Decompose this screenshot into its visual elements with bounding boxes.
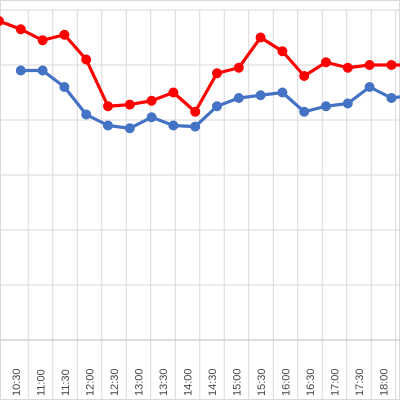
data-point-red <box>0 16 4 26</box>
x-axis-tick-labels: 10:30 11:00 11:30 12:00 12:30 13:00 13:30 14:00… <box>11 368 391 396</box>
data-point-blue <box>146 112 157 123</box>
data-point-red <box>277 46 288 57</box>
x-tick-label: 12:00 <box>85 368 97 396</box>
series-group <box>0 16 400 134</box>
data-point-blue <box>299 106 310 117</box>
x-tick-label: 10:30 <box>11 368 23 396</box>
data-point-red <box>37 35 48 46</box>
data-point-blue <box>168 120 179 131</box>
data-point-blue <box>277 87 288 98</box>
x-tick-label: 14:00 <box>183 368 195 396</box>
data-point-red <box>386 60 397 70</box>
data-point-red <box>321 57 331 68</box>
data-point-red <box>342 62 353 73</box>
data-point-red <box>146 95 157 106</box>
x-tick-label: 14:30 <box>207 368 219 396</box>
data-point-red <box>212 68 222 79</box>
x-tick-label: 15:30 <box>256 368 268 396</box>
data-point-red <box>255 32 266 43</box>
data-point-blue <box>321 101 331 112</box>
data-point-red <box>299 71 310 81</box>
data-point-red <box>364 60 375 70</box>
data-point-blue <box>15 65 26 76</box>
data-point-blue <box>81 109 92 120</box>
data-point-blue <box>255 90 266 101</box>
data-point-red <box>168 87 179 98</box>
data-point-blue <box>342 98 353 109</box>
data-point-red <box>15 24 26 35</box>
data-point-blue <box>212 101 222 112</box>
data-point-red <box>103 101 113 112</box>
data-point-blue <box>386 93 397 103</box>
data-point-red <box>124 99 135 110</box>
data-point-blue <box>103 120 113 131</box>
data-point-red <box>59 29 70 40</box>
data-point-red <box>190 106 201 117</box>
x-tick-label: 12:30 <box>109 368 121 396</box>
x-tick-label: 11:30 <box>60 369 72 396</box>
x-tick-label: 16:00 <box>281 368 293 396</box>
x-tick-label: 16:30 <box>305 368 317 396</box>
data-point-blue <box>37 65 48 76</box>
data-point-blue <box>59 82 70 92</box>
x-tick-label: 13:30 <box>158 368 170 396</box>
data-point-blue <box>364 82 375 92</box>
x-tick-label: 15:00 <box>232 368 244 396</box>
x-tick-label: 17:00 <box>330 368 342 396</box>
data-point-red <box>81 54 92 65</box>
data-point-blue <box>233 93 244 103</box>
x-tick-label: 13:00 <box>134 368 146 396</box>
vertical-gridlines <box>27 10 397 400</box>
data-point-blue <box>124 123 135 134</box>
x-tick-label: 11:00 <box>36 369 48 396</box>
data-point-red <box>233 62 244 73</box>
data-point-blue <box>190 121 201 132</box>
x-tick-label: 18:00 <box>379 368 391 396</box>
x-tick-label: 17:30 <box>354 368 366 396</box>
